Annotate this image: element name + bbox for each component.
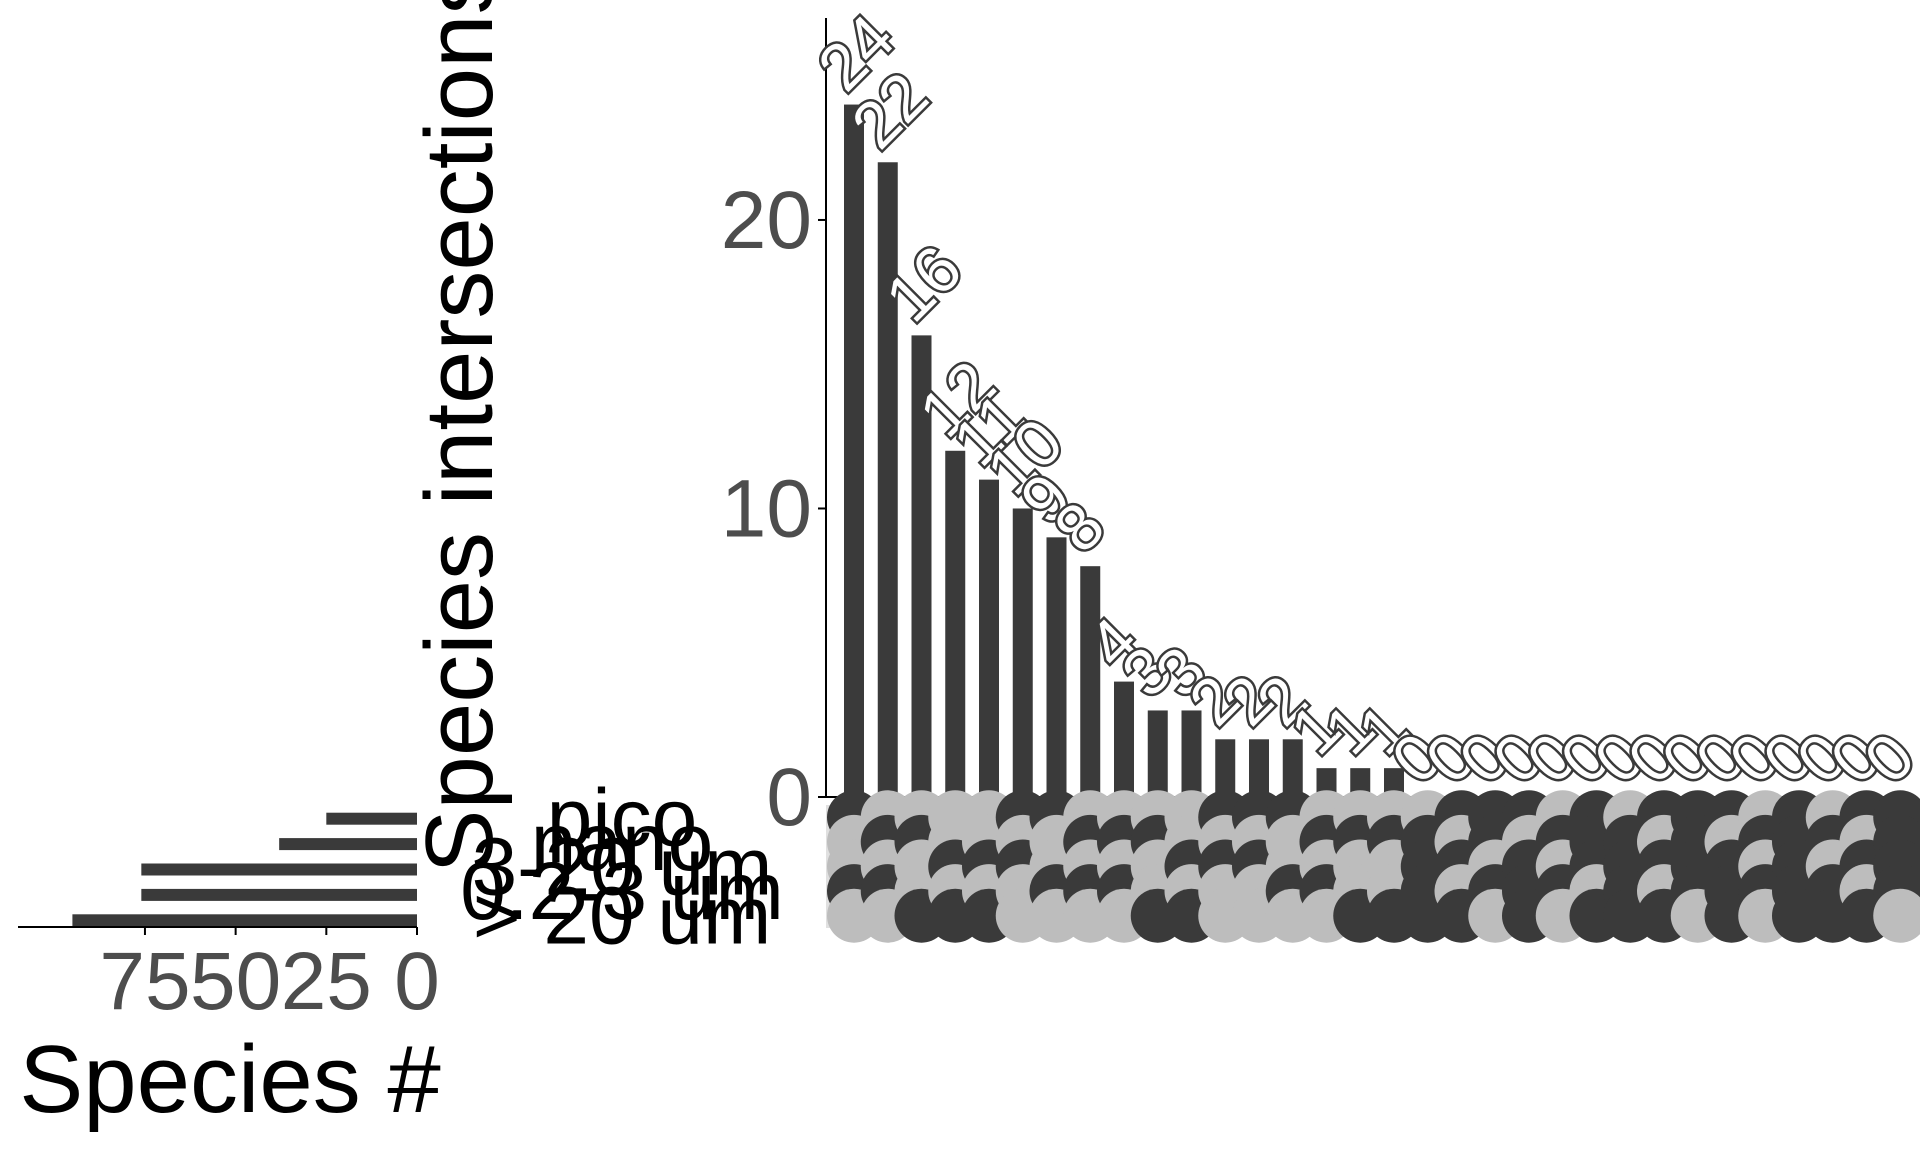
- intersection-bar: [945, 450, 966, 797]
- set-name-label: > 20 um: [473, 871, 772, 962]
- intersection-bar: [1215, 739, 1236, 797]
- intersection-bar: [1181, 710, 1202, 797]
- set-size-x-tick-label: 50: [190, 936, 281, 1027]
- set-name-label: 3-20 um: [472, 822, 773, 913]
- intersection-y-tick-label: 10: [721, 463, 812, 554]
- set-size-bar: [141, 888, 417, 901]
- intersection-bar: [1282, 739, 1303, 797]
- set-name-label: nano: [531, 797, 713, 888]
- matrix-dot: [1873, 888, 1920, 943]
- intersection-bar: [911, 335, 932, 797]
- intersection-bar: [1080, 566, 1101, 797]
- set-size-bars: [72, 812, 417, 927]
- intersection-bar: [877, 162, 898, 797]
- intersection-bar: [1350, 768, 1371, 797]
- set-size-bar: [326, 812, 417, 825]
- intersection-y-tick-label: 20: [721, 175, 812, 266]
- set-size-axis: 75 50 25 0: [18, 926, 440, 1027]
- set-size-bar: [141, 863, 417, 876]
- intersection-matrix: [826, 790, 1920, 943]
- intersection-bar: [1012, 508, 1033, 797]
- set-name-label: pico: [547, 772, 697, 863]
- set-size-x-tick-label: 75: [99, 936, 190, 1027]
- intersection-bars: [844, 104, 1404, 798]
- intersection-bar: [1046, 537, 1067, 797]
- set-size-bar: [72, 914, 417, 927]
- intersection-bar: [1316, 768, 1337, 797]
- set-name-label: 0.2-3 um: [460, 846, 784, 937]
- intersection-bar: [1249, 739, 1269, 797]
- intersection-bar: [1147, 710, 1168, 797]
- set-size-bar: [279, 838, 417, 851]
- set-size-axis-title: Species #: [19, 1026, 441, 1133]
- intersection-bar: [1114, 681, 1134, 797]
- set-size-x-tick-label: 0: [394, 936, 440, 1027]
- intersection-axis-title: Species intersections: [406, 0, 513, 874]
- intersection-bar: [844, 104, 864, 798]
- intersection-y-tick-label: 0: [766, 752, 812, 843]
- set-size-x-tick-label: 25: [281, 936, 372, 1027]
- intersection-bar: [1384, 768, 1404, 797]
- intersection-bar: [979, 479, 999, 797]
